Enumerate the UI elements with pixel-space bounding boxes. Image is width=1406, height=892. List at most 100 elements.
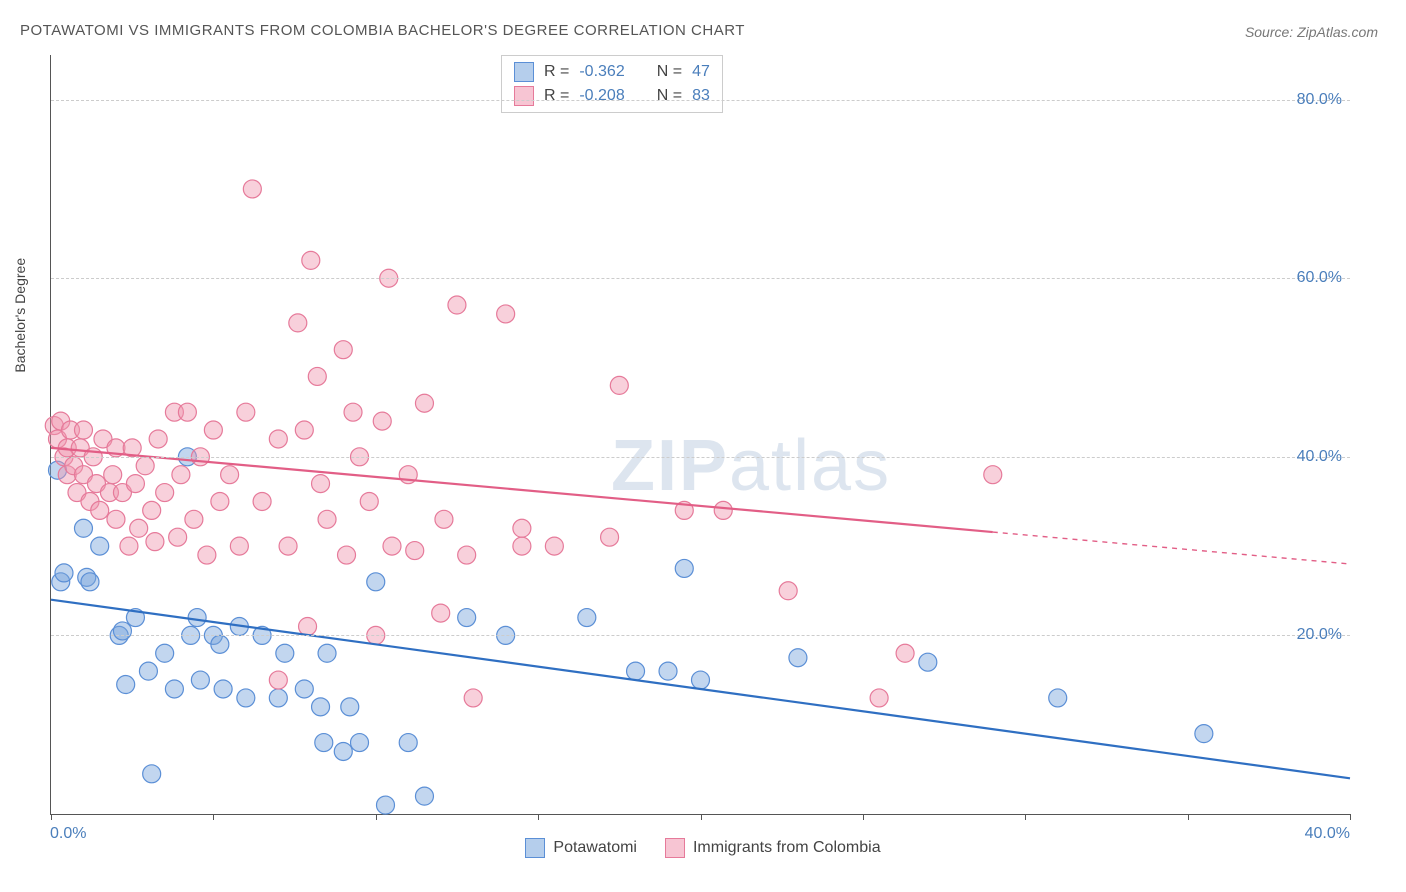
data-point-colombia: [178, 403, 196, 421]
data-point-colombia: [253, 492, 271, 510]
data-point-potawatomi: [341, 698, 359, 716]
data-point-colombia: [107, 510, 125, 528]
data-point-colombia: [435, 510, 453, 528]
data-point-potawatomi: [139, 662, 157, 680]
data-point-colombia: [130, 519, 148, 537]
data-point-colombia: [312, 475, 330, 493]
data-point-colombia: [269, 671, 287, 689]
source-label: Source:: [1245, 24, 1293, 40]
data-point-potawatomi: [789, 649, 807, 667]
plot-area: R =-0.362N =47R =-0.208N =83 ZIPatlas 20…: [50, 55, 1350, 815]
data-point-potawatomi: [55, 564, 73, 582]
data-point-colombia: [91, 501, 109, 519]
data-point-colombia: [198, 546, 216, 564]
stats-n-value: 47: [692, 63, 710, 81]
data-point-colombia: [497, 305, 515, 323]
stats-n-value: 83: [692, 87, 710, 105]
gridline: [51, 278, 1350, 279]
data-point-potawatomi: [312, 698, 330, 716]
data-point-potawatomi: [214, 680, 232, 698]
x-tick: [1025, 814, 1026, 820]
stats-r-value: -0.362: [579, 63, 624, 81]
data-point-potawatomi: [376, 796, 394, 814]
stats-row: R = -0.362 N = 47: [514, 60, 710, 84]
data-point-colombia: [714, 501, 732, 519]
data-point-potawatomi: [156, 644, 174, 662]
legend-label: Potawatomi: [553, 839, 637, 857]
data-point-colombia: [308, 367, 326, 385]
data-point-colombia: [146, 533, 164, 551]
legend-label: Immigrants from Colombia: [693, 839, 881, 857]
data-point-colombia: [458, 546, 476, 564]
data-point-colombia: [984, 466, 1002, 484]
data-point-potawatomi: [165, 680, 183, 698]
data-point-potawatomi: [675, 559, 693, 577]
data-point-colombia: [870, 689, 888, 707]
data-point-colombia: [383, 537, 401, 555]
bottom-legend: Potawatomi Immigrants from Colombia: [0, 838, 1406, 863]
data-point-potawatomi: [188, 609, 206, 627]
data-point-potawatomi: [91, 537, 109, 555]
data-point-potawatomi: [458, 609, 476, 627]
data-point-colombia: [513, 519, 531, 537]
data-point-colombia: [221, 466, 239, 484]
data-point-potawatomi: [318, 644, 336, 662]
gridline: [51, 635, 1350, 636]
data-point-colombia: [896, 644, 914, 662]
y-tick-label: 80.0%: [1297, 91, 1342, 109]
data-point-colombia: [464, 689, 482, 707]
x-tick: [376, 814, 377, 820]
data-point-colombia: [104, 466, 122, 484]
data-point-colombia: [289, 314, 307, 332]
data-point-potawatomi: [237, 689, 255, 707]
data-point-potawatomi: [269, 689, 287, 707]
regression-line-dashed-colombia: [993, 532, 1350, 564]
data-point-colombia: [230, 537, 248, 555]
data-point-potawatomi: [81, 573, 99, 591]
data-point-potawatomi: [578, 609, 596, 627]
data-point-potawatomi: [276, 644, 294, 662]
stats-swatch: [514, 86, 534, 106]
stats-r-label: R =: [544, 63, 569, 81]
data-point-potawatomi: [1195, 725, 1213, 743]
data-point-potawatomi: [415, 787, 433, 805]
data-point-colombia: [143, 501, 161, 519]
data-point-potawatomi: [399, 734, 417, 752]
gridline: [51, 457, 1350, 458]
data-point-colombia: [237, 403, 255, 421]
data-point-colombia: [126, 475, 144, 493]
data-point-colombia: [156, 484, 174, 502]
stats-n-label: N =: [657, 87, 682, 105]
x-tick: [51, 814, 52, 820]
x-tick: [701, 814, 702, 820]
data-point-colombia: [779, 582, 797, 600]
data-point-colombia: [448, 296, 466, 314]
legend-swatch: [525, 838, 545, 858]
data-point-colombia: [545, 537, 563, 555]
data-point-colombia: [136, 457, 154, 475]
data-point-colombia: [360, 492, 378, 510]
y-axis-label: Bachelor's Degree: [12, 258, 28, 373]
data-point-potawatomi: [334, 742, 352, 760]
data-point-colombia: [338, 546, 356, 564]
data-point-colombia: [373, 412, 391, 430]
data-point-colombia: [204, 421, 222, 439]
x-tick: [1350, 814, 1351, 820]
data-point-colombia: [120, 537, 138, 555]
data-point-potawatomi: [692, 671, 710, 689]
data-point-colombia: [601, 528, 619, 546]
y-tick-label: 20.0%: [1297, 626, 1342, 644]
legend-item: Potawatomi: [525, 838, 637, 858]
data-point-potawatomi: [191, 671, 209, 689]
chart-title: POTAWATOMI VS IMMIGRANTS FROM COLOMBIA B…: [20, 22, 745, 39]
legend-item: Immigrants from Colombia: [665, 838, 881, 858]
data-point-potawatomi: [117, 676, 135, 694]
legend-swatch: [665, 838, 685, 858]
data-point-potawatomi: [315, 734, 333, 752]
data-point-potawatomi: [295, 680, 313, 698]
stats-n-label: N =: [657, 63, 682, 81]
data-point-potawatomi: [367, 573, 385, 591]
stats-r-label: R =: [544, 87, 569, 105]
source-value: ZipAtlas.com: [1297, 24, 1378, 40]
data-point-colombia: [610, 376, 628, 394]
